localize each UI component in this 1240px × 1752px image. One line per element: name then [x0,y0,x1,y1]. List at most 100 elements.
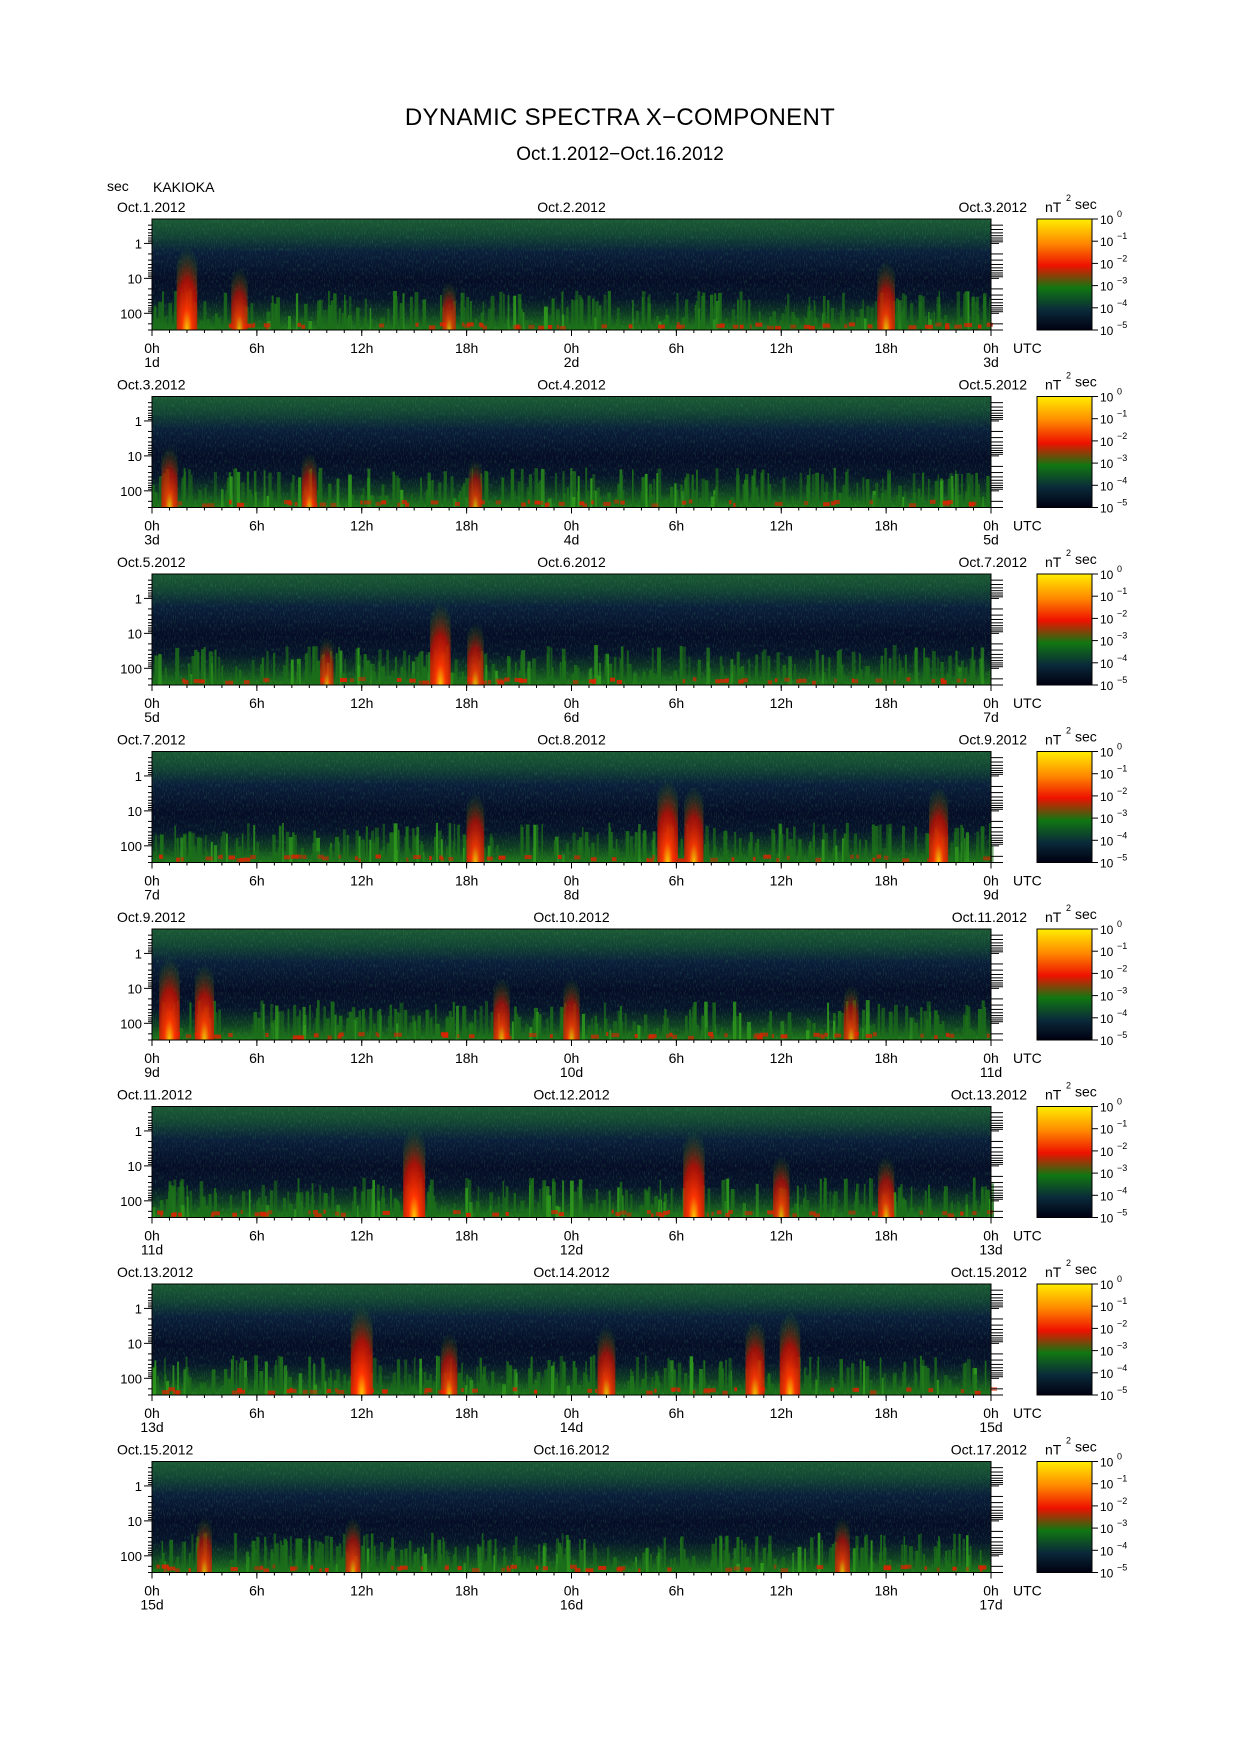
activity-streak [868,1025,873,1040]
panel-left-date: Oct.9.2012 [117,909,186,925]
activity-streak [971,647,974,685]
activity-streak [175,647,180,685]
activity-streak [482,301,485,330]
activity-streak [721,1180,725,1218]
activity-streak [963,838,966,863]
activity-streak [923,1010,927,1040]
base-band-mark [240,1210,243,1215]
activity-streak [463,1562,466,1573]
activity-streak [898,300,902,330]
activity-streak [684,299,689,330]
activity-streak [982,496,984,508]
activity-streak [869,1177,871,1218]
activity-streak [736,299,739,330]
activity-streak [409,296,413,330]
activity-streak [288,1203,293,1218]
colorbar-gradient [1036,1283,1093,1396]
base-band-mark [340,1212,346,1217]
activity-streak [925,665,930,685]
activity-streak [287,1008,290,1040]
activity-streak [596,833,599,863]
base-band-mark [167,1566,176,1571]
activity-streak [328,305,332,330]
base-band-mark [479,500,485,505]
base-band-mark [590,857,597,862]
activity-streak [897,485,902,508]
colorbar-tick-label: 10 [1100,1034,1114,1048]
colorbar-tick-label: 10 [1100,1167,1114,1181]
activity-streak [196,837,201,863]
activity-streak [586,1382,590,1395]
activity-streak [864,1534,869,1573]
activity-streak [833,1191,838,1218]
colorbar-tick-label: 10 [1100,857,1114,871]
y-tick-label: 10 [128,626,142,641]
colorbar-tick-label: 10 [1100,502,1114,516]
base-band-mark [590,1034,599,1039]
activity-streak [177,1361,180,1395]
base-band-mark [833,499,840,504]
base-band-mark [719,323,725,328]
activity-streak [974,1200,978,1218]
activity-streak [220,489,224,508]
base-band-mark [297,322,302,327]
x-tick-label: 18h [455,1228,478,1244]
base-band-mark [710,1034,714,1039]
day-label: 10d [560,1064,583,1080]
activity-streak [430,1017,433,1040]
activity-streak [797,1546,802,1573]
activity-streak [806,474,811,508]
activity-streak [415,1030,419,1040]
activity-streak [961,660,964,685]
base-band-mark [375,501,382,506]
colorbar-tick-exponent: −1 [1117,1474,1127,1484]
colorbar-tick-label: 10 [1100,1189,1114,1203]
activity-streak [702,676,705,685]
activity-streak [324,1381,327,1395]
base-band-mark [722,1390,728,1395]
event-mark [683,1131,705,1218]
colorbar-tick-label: 10 [1100,746,1114,760]
activity-streak [581,299,584,330]
colorbar-tick-exponent: −1 [1117,764,1127,774]
base-band-mark [749,324,752,329]
base-band-mark [716,1210,722,1215]
x-tick-label: 0h [983,1050,999,1066]
base-band-mark [213,1034,222,1039]
activity-streak [189,674,193,685]
base-band-mark [852,679,859,684]
activity-streak [990,1200,994,1218]
activity-streak [275,1543,279,1573]
activity-streak [519,298,522,330]
activity-streak [537,1201,539,1218]
colorbar-tick-exponent: 0 [1117,564,1122,574]
base-band-mark [808,325,815,330]
activity-streak [619,658,622,685]
base-band-mark [289,1566,298,1571]
activity-streak [989,297,992,330]
activity-streak [832,1020,836,1040]
activity-streak [578,1179,583,1218]
base-band-mark [378,323,385,328]
base-band-mark [620,1210,627,1215]
activity-streak [322,316,324,330]
activity-streak [562,854,565,863]
activity-streak [679,1204,681,1218]
activity-streak [728,1374,732,1395]
activity-streak [343,294,346,330]
base-band-mark [495,678,504,683]
activity-streak [259,1204,264,1218]
base-band-mark [413,855,422,860]
activity-streak [961,827,964,863]
activity-streak [304,653,309,685]
activity-streak [487,845,491,863]
activity-streak [403,669,406,685]
activity-streak [215,1192,218,1218]
activity-streak [652,831,656,863]
activity-streak [155,834,158,863]
colorbar-tick-exponent: −3 [1117,1341,1127,1351]
activity-streak [836,651,839,685]
